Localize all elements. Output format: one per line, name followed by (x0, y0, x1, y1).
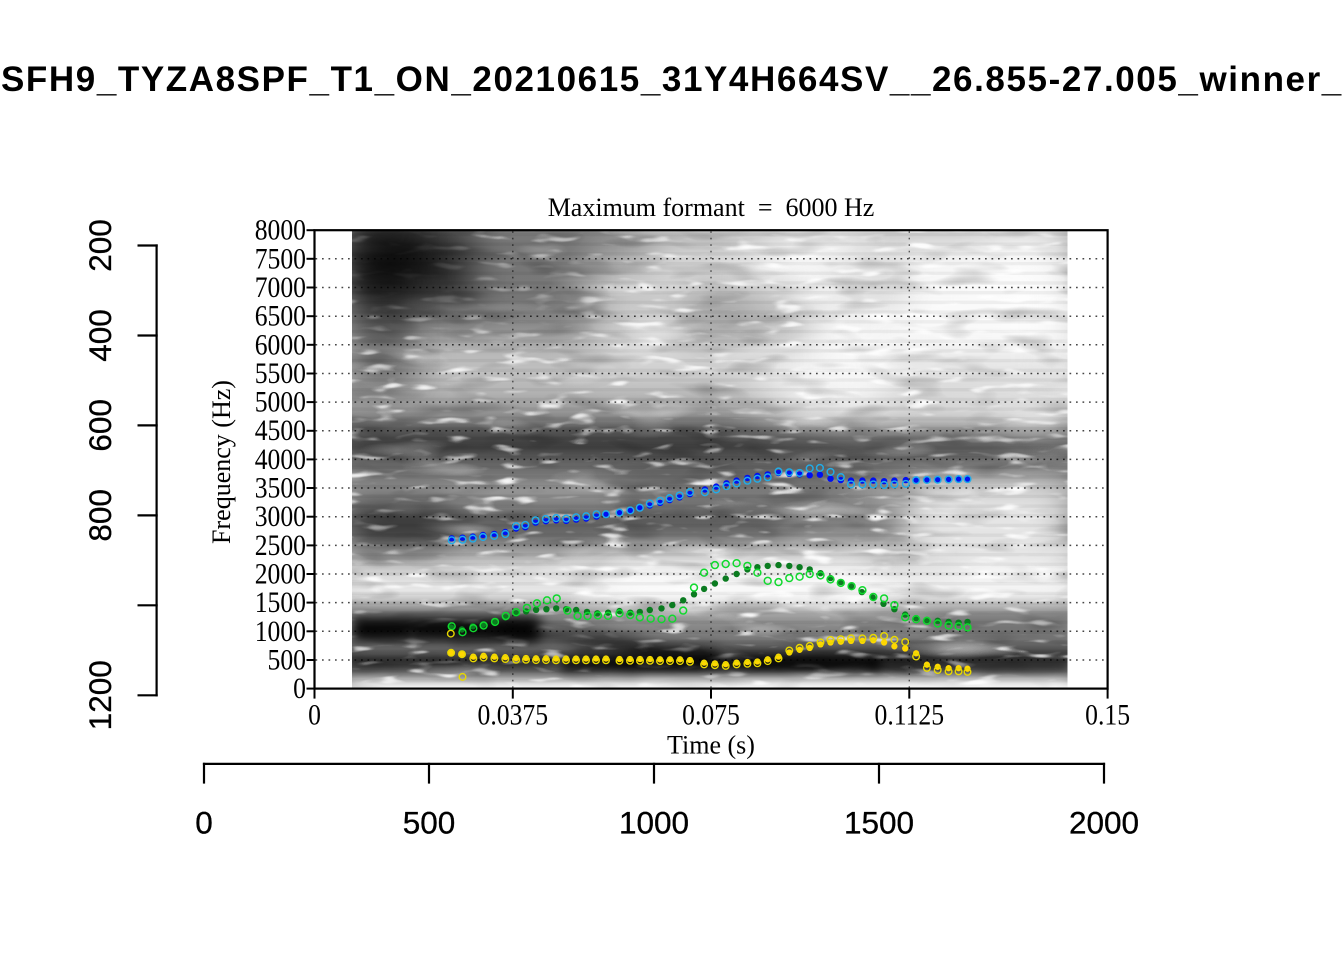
svg-text:5000: 5000 (255, 385, 306, 418)
svg-text:5500: 5500 (255, 356, 306, 389)
svg-text:800: 800 (82, 489, 118, 542)
svg-text:400: 400 (82, 309, 118, 362)
svg-text:600: 600 (82, 399, 118, 452)
svg-text:1200: 1200 (82, 660, 118, 730)
svg-text:0.1125: 0.1125 (875, 698, 945, 731)
svg-text:0.15: 0.15 (1085, 698, 1130, 731)
svg-text:1500: 1500 (255, 585, 306, 618)
svg-text:1000: 1000 (255, 614, 306, 647)
svg-text:2000: 2000 (255, 557, 306, 590)
svg-text:0: 0 (293, 671, 306, 704)
svg-text:7000: 7000 (255, 270, 306, 303)
svg-text:1500: 1500 (844, 804, 914, 840)
svg-text:500: 500 (268, 643, 306, 676)
svg-text:0.0375: 0.0375 (478, 698, 549, 731)
svg-text:Time (s): Time (s) (667, 731, 755, 760)
svg-text:6000: 6000 (255, 328, 306, 361)
svg-text:2500: 2500 (255, 528, 306, 561)
svg-text:6500: 6500 (255, 299, 306, 332)
svg-text:3500: 3500 (255, 471, 306, 504)
svg-text:0.075: 0.075 (682, 698, 740, 731)
svg-text:1000: 1000 (619, 804, 689, 840)
svg-text:3000: 3000 (255, 500, 306, 533)
svg-text:0: 0 (308, 698, 321, 731)
svg-text:Frequency (Hz): Frequency (Hz) (207, 380, 236, 544)
svg-text:0: 0 (195, 804, 213, 840)
svg-text:Maximum formant = 6000 Hz: Maximum formant = 6000 Hz (548, 193, 875, 222)
svg-text:8000: 8000 (255, 213, 306, 246)
svg-text:4000: 4000 (255, 442, 306, 475)
svg-text:200: 200 (82, 219, 118, 272)
svg-text:SFH9_TYZA8SPF_T1_ON_20210615_3: SFH9_TYZA8SPF_T1_ON_20210615_31Y4H664SV_… (1, 60, 1344, 99)
svg-text:2000: 2000 (1069, 804, 1139, 840)
svg-text:4500: 4500 (255, 414, 306, 447)
svg-text:500: 500 (403, 804, 456, 840)
svg-text:7500: 7500 (255, 242, 306, 275)
